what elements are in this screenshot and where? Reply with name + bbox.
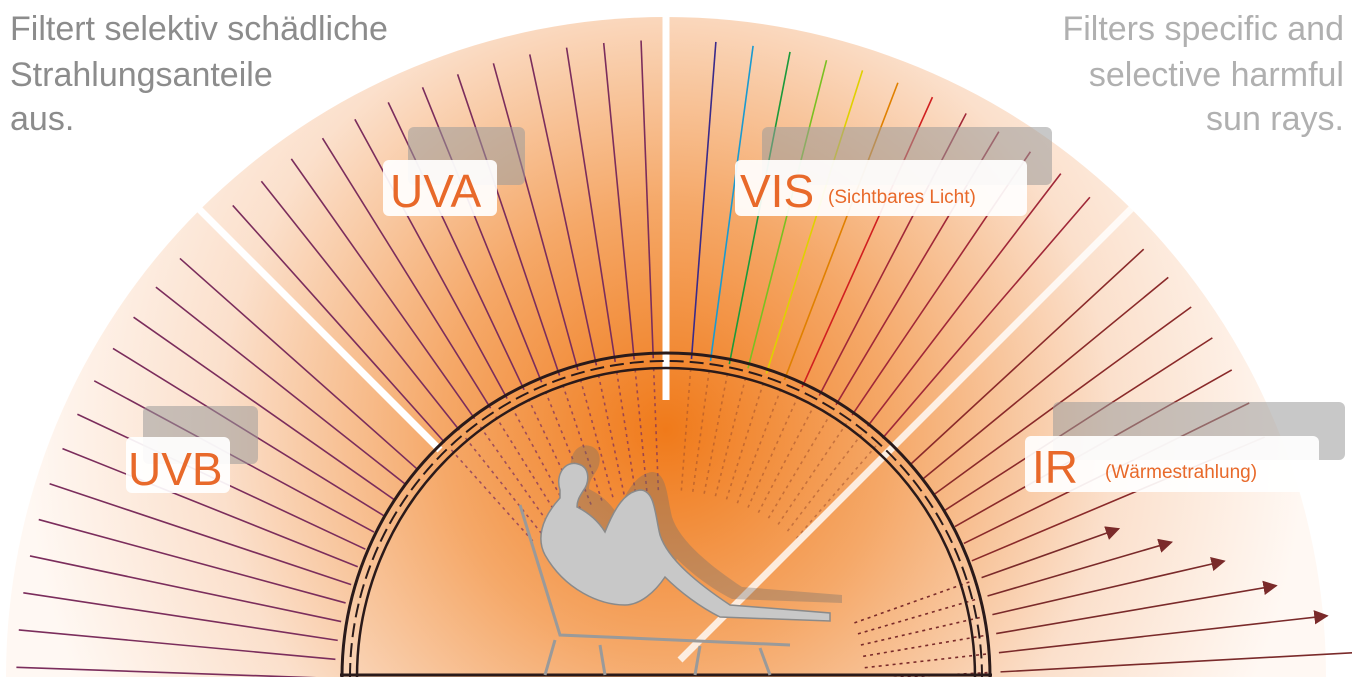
ray	[29, 555, 342, 623]
ray	[709, 45, 754, 362]
separators	[187, 10, 1138, 663]
left-text: Filtert selektiv schädliche	[10, 10, 388, 48]
label-ir: IR	[1032, 441, 1078, 493]
label-box	[735, 160, 1027, 216]
ray	[155, 286, 406, 485]
ray	[232, 204, 446, 444]
ray	[996, 580, 1278, 635]
label-box	[383, 160, 497, 216]
ray	[987, 538, 1174, 597]
label-uvb: UVB	[128, 443, 223, 495]
dome-inner	[355, 366, 977, 677]
dome	[340, 351, 992, 677]
ray	[922, 276, 1169, 480]
ray	[998, 610, 1329, 654]
separator	[677, 202, 1138, 663]
left-text: aus.	[10, 100, 74, 138]
ray	[62, 447, 359, 568]
label-uva: UVA	[390, 165, 481, 217]
ray	[18, 629, 336, 661]
ray	[38, 518, 346, 604]
ray	[492, 63, 579, 371]
ray	[867, 173, 1062, 427]
ray	[881, 196, 1091, 439]
lounger	[518, 504, 791, 676]
ray	[690, 41, 717, 360]
ray	[765, 70, 864, 374]
ray	[290, 158, 476, 420]
ray	[133, 316, 395, 501]
ray	[260, 180, 460, 431]
person-body	[540, 462, 831, 622]
separator	[187, 197, 443, 453]
ray	[321, 137, 492, 409]
label-ir-note: (Wärmestrahlung)	[1105, 462, 1257, 483]
label-vis-note: (Sichtbares Licht)	[828, 187, 976, 208]
ray	[354, 118, 508, 399]
ray	[23, 592, 338, 642]
ray	[909, 248, 1145, 466]
person	[518, 445, 842, 676]
left-text: Strahlungsanteile	[10, 56, 273, 94]
right-text: sun rays.	[1206, 100, 1344, 138]
ray	[179, 257, 419, 471]
right-text: selective harmful	[1089, 56, 1344, 94]
ray	[456, 74, 561, 376]
ray	[49, 482, 352, 586]
ray	[933, 306, 1192, 496]
right-text: Filters specific and	[1062, 10, 1344, 48]
ray	[528, 54, 598, 366]
ray	[1000, 652, 1352, 673]
ray	[602, 42, 635, 360]
label-vis: VIS	[740, 165, 814, 217]
ray	[640, 40, 655, 359]
ray	[565, 47, 616, 363]
label-box	[1025, 436, 1319, 492]
ray	[992, 557, 1226, 616]
label-boxes	[126, 127, 1345, 493]
label-box	[126, 437, 230, 493]
dome-outer	[340, 351, 992, 677]
ray	[981, 526, 1121, 579]
